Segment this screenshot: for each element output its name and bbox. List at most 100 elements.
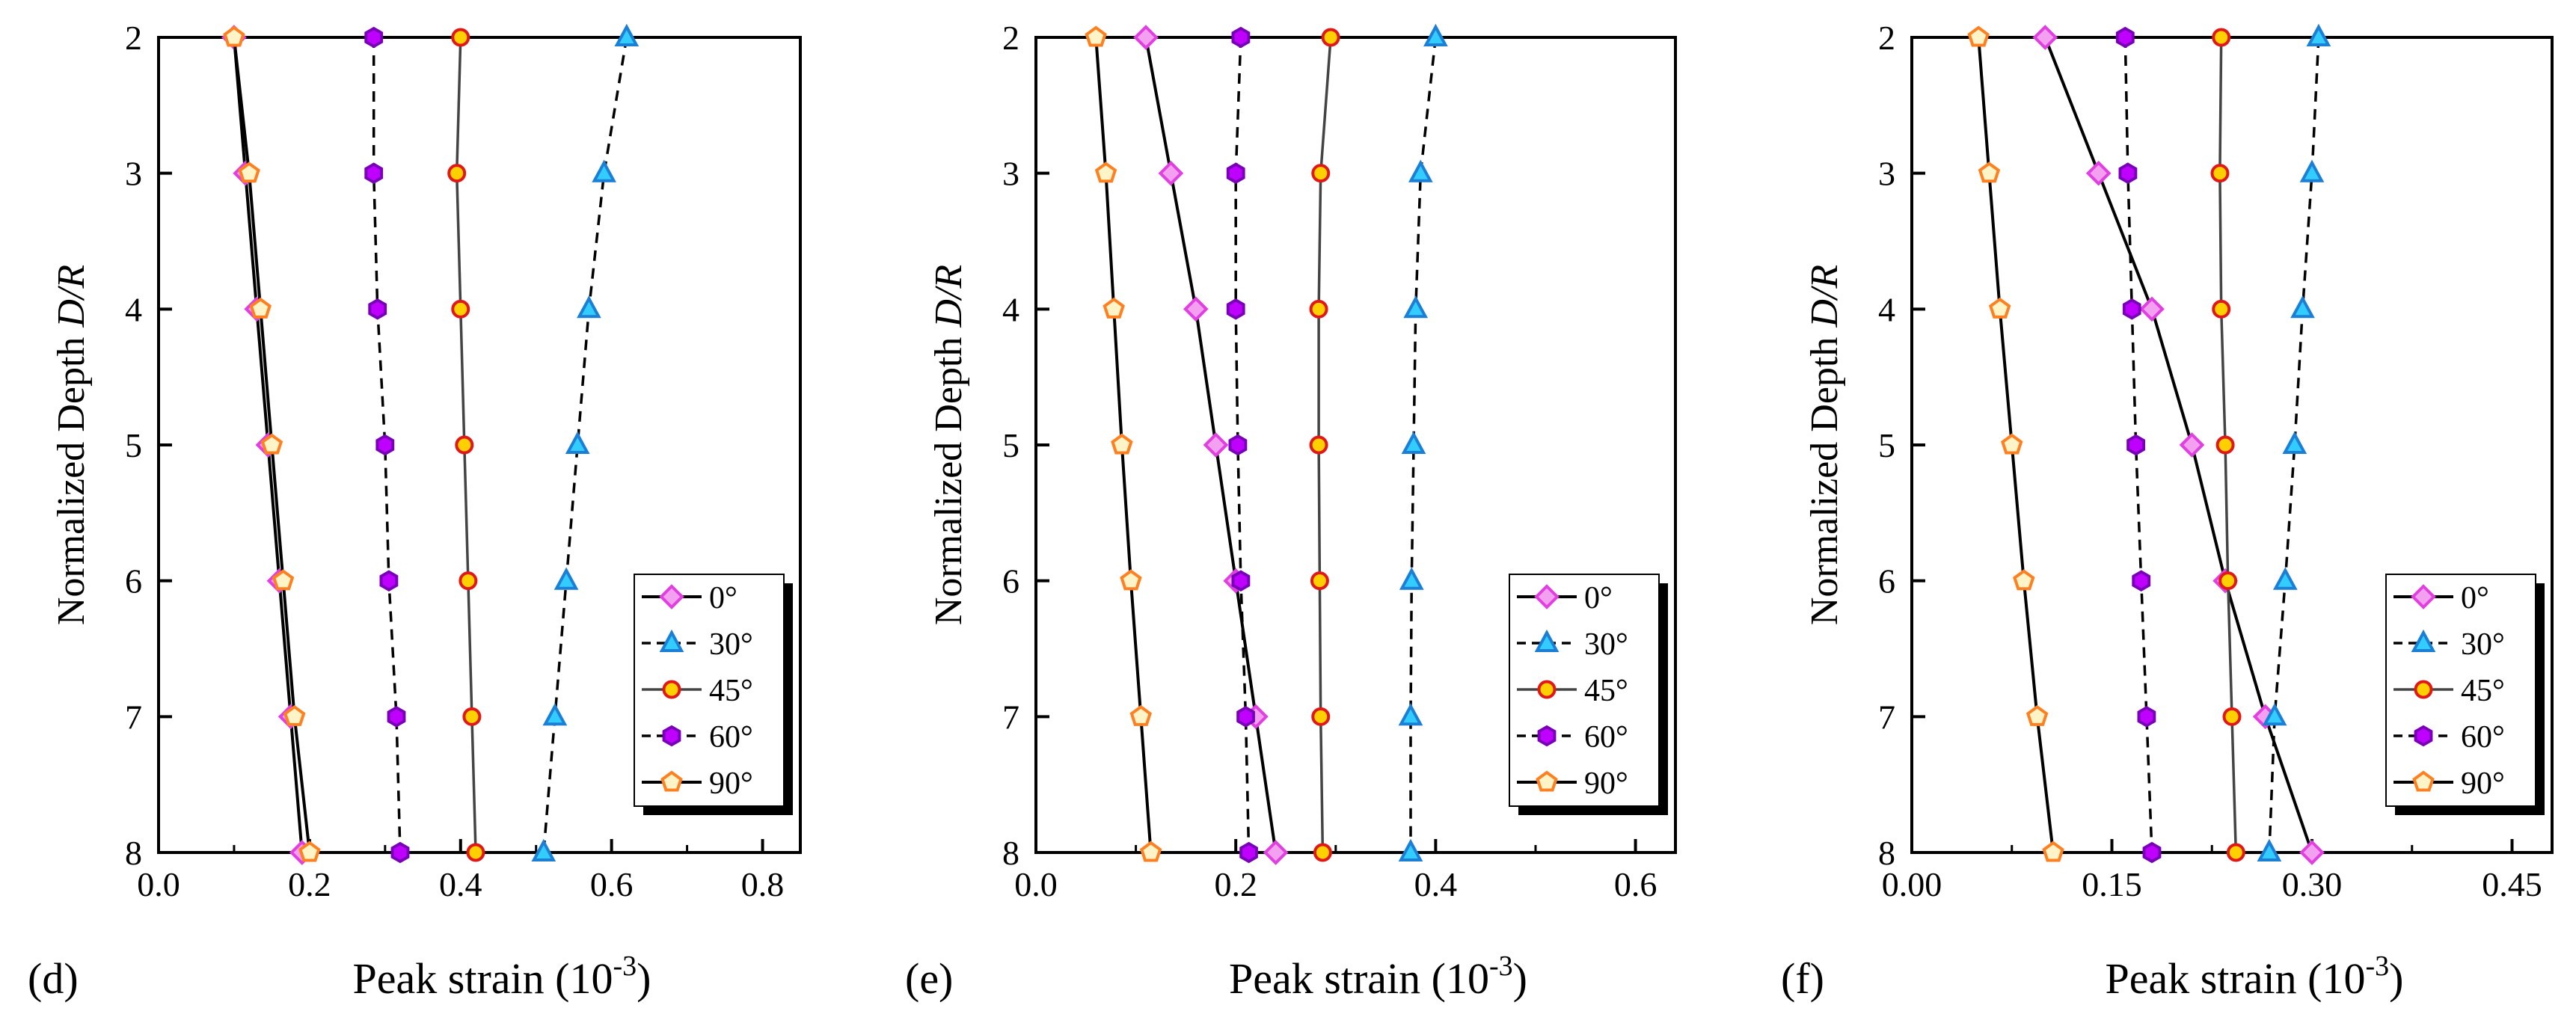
series-45deg xyxy=(447,28,485,862)
data-point xyxy=(2001,433,2023,455)
x-tick-label: 0.45 xyxy=(2482,865,2542,903)
legend-label: 60° xyxy=(709,720,753,755)
legend-label: 45° xyxy=(2461,674,2505,708)
series-60deg xyxy=(2115,26,2162,864)
data-point xyxy=(368,298,387,320)
data-point xyxy=(379,570,399,592)
x-tick-label: 0.6 xyxy=(1614,865,1657,903)
legend-marker xyxy=(1537,725,1557,747)
legend: 0° 30° 45° 60° 90° xyxy=(634,574,793,815)
data-point xyxy=(2212,28,2231,47)
data-point xyxy=(1231,570,1251,592)
x-axis-label: Peak strain (10-3) xyxy=(1229,950,1527,1003)
panel-label: (f) xyxy=(1781,954,1824,1003)
data-point xyxy=(451,28,470,47)
legend-marker xyxy=(660,770,683,792)
series-45deg xyxy=(2210,28,2245,862)
x-tick-label: 0.4 xyxy=(439,865,482,903)
data-point xyxy=(2132,570,2151,592)
data-point xyxy=(1310,571,1329,591)
x-tick-label: 0.0 xyxy=(1014,865,1058,903)
x-tick-label: 0.8 xyxy=(741,865,785,903)
data-point xyxy=(592,159,616,182)
y-tick-label: 6 xyxy=(1878,562,1895,600)
legend-label: 0° xyxy=(1584,581,1613,615)
y-tick-label: 8 xyxy=(125,834,142,872)
data-point xyxy=(1309,435,1328,455)
data-point xyxy=(2257,838,2282,861)
series-60deg xyxy=(364,26,410,864)
data-point xyxy=(1129,704,1152,726)
data-point xyxy=(2115,26,2135,49)
legend-label: 90° xyxy=(2461,767,2505,801)
data-point xyxy=(2272,567,2298,590)
data-point xyxy=(223,25,245,47)
panel-f: 0.00 0.15 0.30 0.45 2 3 4 5 6 7 8 Normalized Depth … xyxy=(1781,19,2554,1003)
y-tick-label: 7 xyxy=(125,698,142,736)
data-point xyxy=(1120,569,1142,591)
legend: 0° 30° 45° 60° 90° xyxy=(1509,574,1668,815)
series-30deg xyxy=(531,23,640,861)
data-point xyxy=(1403,295,1429,319)
data-point xyxy=(466,843,485,862)
x-tick-label: 0.30 xyxy=(2282,865,2343,903)
legend-label: 45° xyxy=(709,674,753,708)
legend-marker xyxy=(1534,629,1560,652)
data-point xyxy=(577,295,601,319)
data-point xyxy=(1094,162,1117,183)
legend-marker xyxy=(1537,680,1557,699)
legend-label: 30° xyxy=(709,627,753,662)
data-point xyxy=(272,569,295,591)
panel-label: (e) xyxy=(905,954,953,1003)
data-point xyxy=(1423,23,1448,46)
data-point xyxy=(2262,703,2287,726)
data-point xyxy=(2215,435,2235,455)
data-point xyxy=(1313,843,1332,862)
data-point xyxy=(2085,160,2112,186)
data-point xyxy=(1236,705,1255,728)
data-point xyxy=(1988,297,2011,319)
y-tick-label: 6 xyxy=(125,562,142,600)
data-point xyxy=(2299,159,2325,182)
data-point xyxy=(1103,297,1125,319)
data-point xyxy=(1226,298,1245,320)
data-point xyxy=(2122,298,2141,320)
data-point xyxy=(375,434,395,456)
legend-marker xyxy=(2414,725,2433,747)
legend-marker xyxy=(662,680,681,699)
legend-label: 0° xyxy=(2461,581,2489,615)
series-line xyxy=(2043,37,2313,853)
data-point xyxy=(1309,299,1328,319)
data-point xyxy=(1311,707,1331,726)
legend-label: 60° xyxy=(1584,720,1628,755)
series-30deg xyxy=(2257,23,2331,861)
data-point xyxy=(1399,567,1424,590)
data-point xyxy=(542,703,568,726)
series-45deg xyxy=(1309,28,1340,862)
data-point xyxy=(1978,162,2001,183)
data-point xyxy=(1398,703,1423,726)
legend-label: 45° xyxy=(1584,674,1628,708)
legend-marker xyxy=(1536,770,1558,792)
x-tick-label: 0.6 xyxy=(590,865,634,903)
x-tick-label: 0.4 xyxy=(1414,865,1458,903)
data-point xyxy=(2137,705,2156,728)
data-point xyxy=(1321,28,1340,47)
data-point xyxy=(2179,432,2205,458)
data-point xyxy=(2299,840,2325,865)
y-tick-label: 7 xyxy=(1002,698,1019,736)
y-tick-label: 5 xyxy=(125,426,142,464)
data-point xyxy=(1311,164,1331,183)
x-axis-label: Peak strain (10-3) xyxy=(353,950,651,1003)
data-point xyxy=(387,705,406,728)
legend-label: 90° xyxy=(709,767,753,801)
data-point xyxy=(455,435,474,455)
y-tick-label: 3 xyxy=(1002,155,1019,193)
data-point xyxy=(2025,704,2049,726)
y-axis-label: Normalized Depth D/R xyxy=(1803,265,1846,625)
legend-label: 30° xyxy=(1584,627,1628,662)
y-tick-label: 8 xyxy=(1878,834,1895,872)
data-point xyxy=(447,164,467,183)
legend-marker xyxy=(1534,584,1560,609)
legend-label: 90° xyxy=(1584,767,1628,801)
